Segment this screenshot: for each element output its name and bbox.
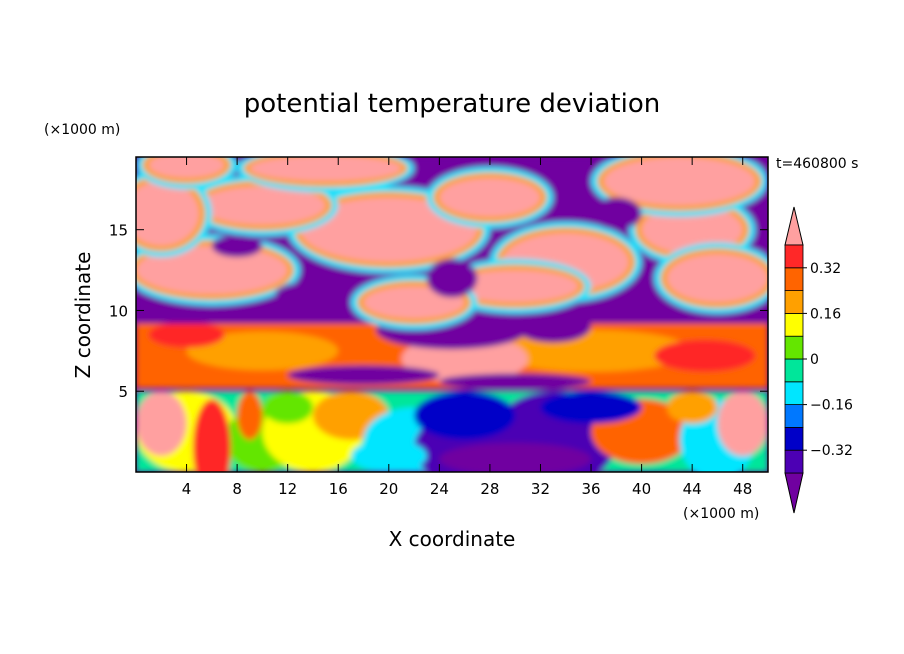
colorbar-swatch (784, 358, 804, 383)
field-blob (148, 321, 225, 348)
plot-area (136, 157, 768, 472)
temperature-field (136, 157, 768, 472)
x-unit-label: (×1000 m) (683, 506, 759, 522)
colorbar-label: 0.32 (810, 261, 841, 277)
field-blob (249, 157, 402, 182)
field-blob (350, 439, 427, 472)
y-tick-label: 5 (118, 383, 128, 401)
field-blob (654, 339, 756, 372)
x-tick-label: 24 (430, 480, 449, 498)
field-blob (287, 365, 440, 385)
colorbar-swatch (784, 267, 804, 291)
x-axis: 4 8 12 16 20 24 28 32 36 40 44 48 (182, 157, 752, 498)
plot-frame (135, 156, 769, 473)
colorbar-swatch (784, 335, 804, 360)
field-blob (439, 442, 592, 472)
field-blob (262, 391, 313, 424)
colorbar: 0.32 0.16 0 −0.16 −0.32 (784, 206, 853, 514)
field-blob (641, 205, 743, 254)
field-blob (666, 391, 718, 424)
y-unit-label: (×1000 m) (44, 122, 120, 138)
x-tick-label: 48 (733, 480, 752, 498)
colorbar-label: 0 (810, 352, 819, 368)
field-blob (300, 197, 478, 262)
field-blob (414, 391, 516, 440)
x-axis-label: X coordinate (389, 527, 516, 551)
field-blob (186, 331, 339, 371)
x-tick-label: 4 (182, 480, 192, 498)
field-blob (211, 234, 263, 258)
colorbar-label: 0.16 (810, 306, 841, 322)
x-tick-label: 40 (632, 480, 651, 498)
colorbar-extend-max (784, 206, 804, 246)
y-axis-label: Z coordinate (71, 252, 95, 379)
field-blob (199, 186, 326, 225)
field-blob (452, 270, 579, 303)
field-blob (136, 245, 288, 295)
field-blob (666, 253, 768, 303)
colorbar-swatch (784, 244, 804, 269)
field-blob (717, 391, 768, 456)
x-tick-label: 20 (379, 480, 398, 498)
colorbar-swatch (784, 290, 804, 314)
colorbar-swatch (784, 404, 804, 428)
y-axis: 5 10 15 (109, 222, 768, 401)
colorbar-swatch (784, 426, 804, 451)
field-blob (275, 281, 351, 308)
colorbar-swatch (784, 449, 804, 474)
field-blob (136, 181, 200, 246)
field-blob (540, 391, 642, 424)
field-blob (237, 391, 263, 440)
colorbar-swatch (784, 381, 804, 405)
field-blob (136, 391, 187, 456)
time-label: t=460800 s (776, 156, 858, 172)
x-tick-label: 8 (232, 480, 242, 498)
x-tick-label: 44 (683, 480, 702, 498)
field-blob (426, 258, 478, 298)
y-tick-label: 15 (109, 222, 128, 240)
colorbar-swatch (784, 312, 804, 337)
field-blob (603, 157, 756, 206)
field-blob (591, 197, 642, 230)
x-tick-label: 28 (480, 480, 499, 498)
field-blob (192, 399, 231, 472)
colorbar-extend-min (784, 472, 804, 514)
colorbar-label: −0.32 (810, 443, 853, 459)
x-tick-label: 32 (531, 480, 550, 498)
field-blob (148, 157, 225, 178)
chart-title: potential temperature deviation (244, 89, 660, 119)
x-tick-label: 36 (581, 480, 600, 498)
field-blob (439, 373, 592, 390)
x-tick-label: 16 (329, 480, 348, 498)
colorbar-label: −0.16 (810, 398, 853, 414)
x-tick-label: 12 (278, 480, 297, 498)
field-blob (439, 178, 541, 217)
y-tick-label: 10 (109, 302, 128, 320)
